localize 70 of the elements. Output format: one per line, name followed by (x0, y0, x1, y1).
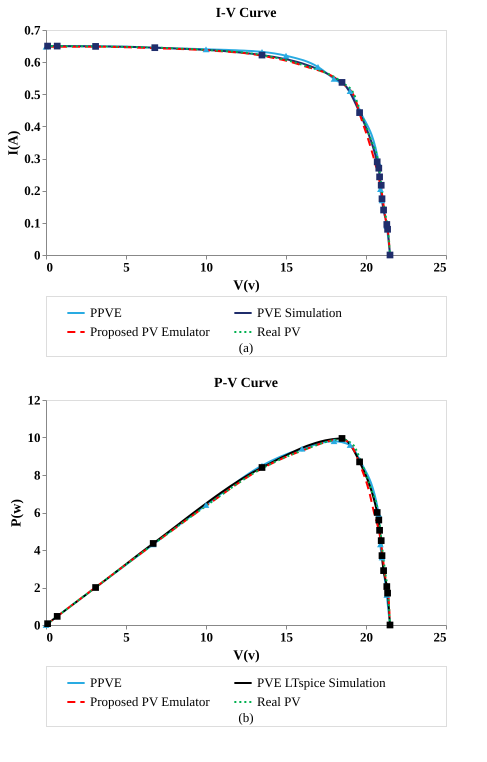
text: (b) (238, 710, 254, 725)
point (330, 438, 338, 444)
y-tick-label: 0 (34, 248, 40, 262)
y-tick-label: 0.7 (24, 22, 41, 38)
y-tick-label: 0.1 (24, 215, 40, 230)
legend-label: PVE Simulation (257, 305, 342, 320)
y-tick-label: 0.5 (24, 86, 41, 102)
legend-label: Real PV (257, 324, 302, 339)
point (282, 52, 290, 59)
x-tick-label: 10 (200, 260, 213, 274)
y-tick-label: 0.6 (24, 54, 41, 70)
point (378, 537, 385, 544)
legend-label: PVE LTspice Simulation (257, 675, 386, 690)
point (202, 502, 210, 508)
y-tick-label: 4 (34, 542, 41, 558)
point (374, 158, 381, 166)
x-axis-title: V(v) (233, 278, 260, 294)
point (375, 164, 382, 172)
legend-label: PPVE (90, 675, 122, 690)
x-tick-label: 0 (46, 260, 53, 274)
y-tick-label: 0.4 (24, 118, 41, 134)
point (356, 458, 363, 466)
x-tick-label: 5 (123, 630, 130, 644)
y-tick-label: 0.2 (24, 183, 40, 198)
y-tick-label: 8 (34, 468, 41, 482)
point (383, 583, 390, 590)
x-tick-label: 0 (46, 630, 53, 644)
point (375, 516, 382, 524)
point (258, 52, 266, 58)
y-axis-title: P(w) (10, 498, 24, 527)
text: (a) (238, 340, 254, 355)
x-tick-label: 20 (360, 260, 373, 274)
point (378, 182, 385, 189)
x-tick-label: 20 (360, 630, 373, 644)
point (384, 590, 391, 596)
y-tick-label: 0.3 (24, 151, 41, 166)
legend-label: Real PV (257, 694, 302, 709)
point (314, 64, 322, 70)
point (338, 79, 346, 86)
point (202, 46, 210, 52)
x-tick-label: 25 (434, 260, 447, 274)
legend-label: PPVE (90, 305, 122, 320)
y-tick-label: 2 (34, 580, 40, 595)
point (376, 174, 383, 180)
y-tick-label: 6 (34, 505, 41, 520)
x-tick-label: 25 (434, 630, 447, 644)
y-axis-title: I(A) (6, 130, 22, 156)
x-tick-label: 10 (200, 630, 213, 644)
y-tick-label: 10 (28, 430, 40, 445)
point (356, 109, 363, 116)
chart-title: I-V Curve (216, 6, 276, 21)
x-tick-label: 5 (123, 260, 130, 274)
point (380, 567, 387, 574)
x-axis-title: V(v) (233, 648, 260, 664)
point (338, 435, 346, 442)
chart-title: P-V Curve (214, 376, 278, 391)
point (378, 552, 386, 559)
y-tick-label: 12 (28, 392, 40, 408)
point (380, 206, 387, 214)
point (330, 76, 338, 82)
legend-label: Proposed PV Emulator (90, 694, 210, 709)
x-tick-label: 15 (280, 260, 294, 274)
point (346, 442, 354, 448)
point (346, 88, 354, 94)
x-tick-label: 15 (280, 630, 294, 644)
point (376, 526, 383, 534)
point (384, 226, 391, 233)
legend-label: Proposed PV Emulator (90, 324, 210, 339)
point (298, 446, 306, 452)
y-tick-label: 0 (34, 618, 40, 632)
